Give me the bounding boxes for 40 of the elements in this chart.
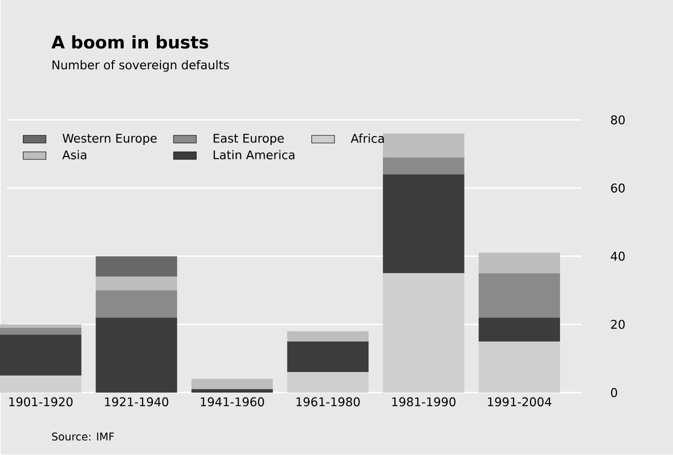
- legend-label: East Europe: [214, 134, 284, 146]
- x-tick-label: 1981-1990: [392, 398, 456, 407]
- bar: [382, 274, 464, 393]
- bar: [478, 342, 560, 393]
- bar: [0, 334, 82, 376]
- bar: [0, 324, 82, 328]
- bar: [287, 331, 369, 342]
- bar: [287, 342, 369, 372]
- y-tick-label: 40: [610, 252, 625, 261]
- y-tick-label: 20: [611, 320, 625, 330]
- bar: [478, 253, 560, 274]
- x-tick-label: 1991-2004: [488, 398, 552, 407]
- bar: [0, 376, 82, 393]
- bar: [96, 276, 178, 291]
- x-tick-label: 1901-1920: [9, 398, 73, 407]
- y-tick-label: 60: [611, 184, 625, 193]
- x-tick-label: 1921-1940: [105, 398, 168, 407]
- legend-label: Latin America: [214, 150, 294, 160]
- bar: [478, 318, 560, 342]
- bar: [96, 318, 178, 393]
- y-tick-label: 80: [611, 116, 625, 125]
- bar: [382, 174, 464, 274]
- bar: [191, 379, 273, 390]
- bar: [382, 134, 464, 158]
- bar: [382, 158, 464, 175]
- bar: [0, 328, 82, 335]
- source-note: Source: IMF: [52, 432, 114, 441]
- bar: [287, 372, 369, 393]
- bar: [191, 389, 273, 393]
- legend-label: Western Europe: [62, 134, 157, 146]
- chart-subtitle: Number of sovereign defaults: [52, 60, 229, 72]
- x-tick-label: 1961-1980: [296, 398, 360, 407]
- bar: [96, 256, 178, 277]
- bar: [478, 274, 560, 318]
- legend-label: Asia: [62, 150, 86, 160]
- y-tick-label: 0: [611, 388, 618, 398]
- chart-title: A boom in busts: [51, 36, 208, 49]
- legend-label: Africa: [350, 134, 384, 144]
- x-tick-label: 1941-1960: [200, 398, 264, 407]
- bar: [96, 290, 178, 318]
